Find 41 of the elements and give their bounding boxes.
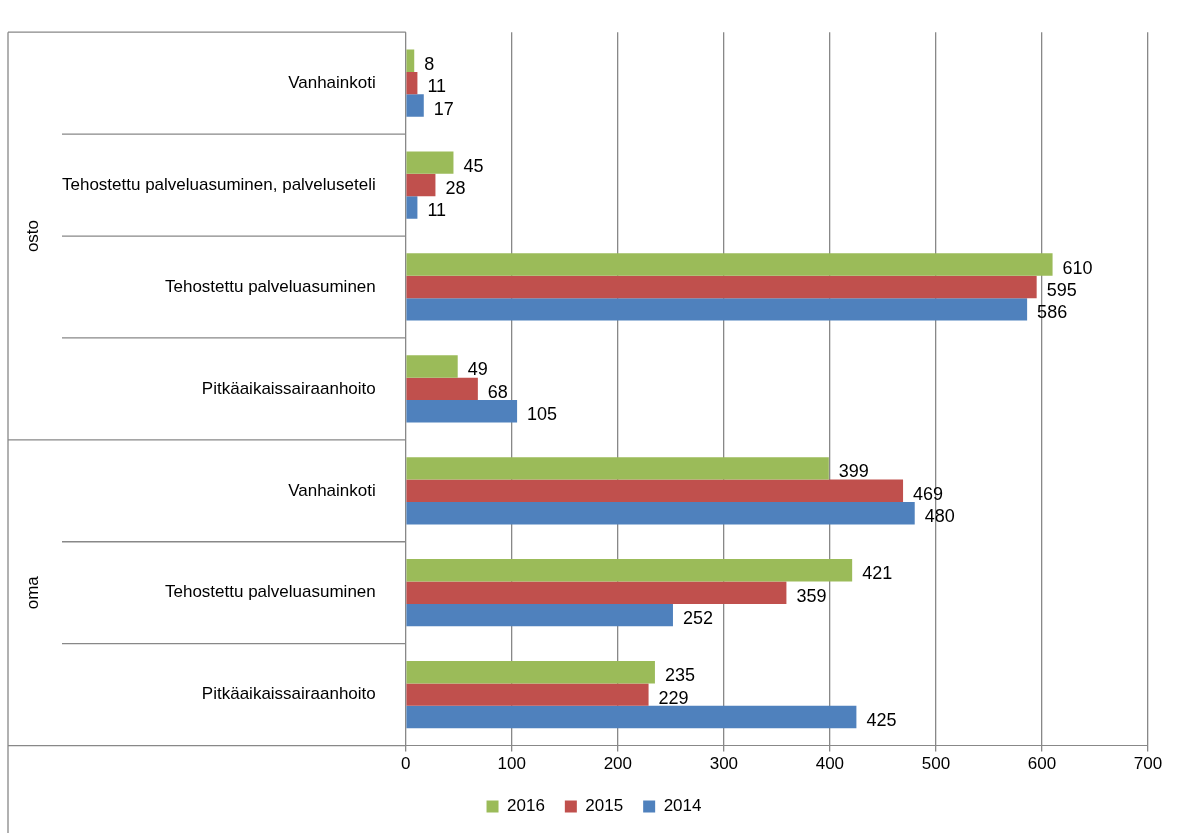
x-tick-label: 500 bbox=[921, 754, 951, 774]
data-label: 17 bbox=[433, 98, 454, 119]
data-label: 586 bbox=[1037, 302, 1068, 323]
data-label: 595 bbox=[1046, 279, 1077, 300]
data-label: 45 bbox=[463, 155, 484, 176]
data-label: 49 bbox=[467, 359, 488, 380]
y-tick-label: Tehostettu palveluasuminen, palveluseteli bbox=[61, 174, 376, 194]
data-label: 235 bbox=[664, 665, 695, 686]
data-label: 469 bbox=[913, 483, 944, 504]
data-label: 425 bbox=[866, 710, 897, 731]
data-label: 399 bbox=[838, 461, 869, 482]
data-label: 610 bbox=[1062, 257, 1093, 278]
x-tick-label: 300 bbox=[709, 754, 739, 774]
x-tick-label: 200 bbox=[603, 754, 633, 774]
text: osto bbox=[22, 219, 42, 253]
data-label: 11 bbox=[427, 200, 447, 221]
y-tick-label: Pitkäaikaissairaanhoito bbox=[201, 378, 376, 398]
data-label: 421 bbox=[862, 563, 893, 584]
data-label: 11 bbox=[427, 76, 447, 97]
text: oma bbox=[22, 575, 42, 610]
data-label: 8 bbox=[424, 53, 435, 74]
data-label: 252 bbox=[682, 608, 714, 629]
x-tick-label: 0 bbox=[401, 754, 411, 774]
data-label: 229 bbox=[658, 687, 689, 708]
y-tick-label: Pitkäaikaissairaanhoito bbox=[201, 684, 376, 704]
x-tick-label: 600 bbox=[1027, 754, 1057, 774]
legend-label: 2015 bbox=[585, 796, 624, 816]
y-tick-label: Vanhainkoti bbox=[288, 72, 376, 92]
legend-label: 2016 bbox=[507, 796, 545, 816]
y-tick-label: Tehostettu palveluasuminen bbox=[165, 582, 376, 602]
x-tick-label: 700 bbox=[1133, 754, 1163, 774]
y-tick-label: Tehostettu palveluasuminen bbox=[165, 276, 376, 296]
data-label: 68 bbox=[487, 381, 508, 402]
data-label: 480 bbox=[924, 506, 955, 527]
x-tick-label: 100 bbox=[497, 754, 526, 774]
y-tick-label: Vanhainkoti bbox=[288, 480, 376, 500]
data-label: 105 bbox=[527, 404, 558, 425]
data-label: 28 bbox=[445, 178, 466, 199]
data-label: 359 bbox=[796, 585, 827, 606]
legend-label: 2014 bbox=[663, 796, 702, 816]
x-tick-label: 400 bbox=[815, 754, 845, 774]
